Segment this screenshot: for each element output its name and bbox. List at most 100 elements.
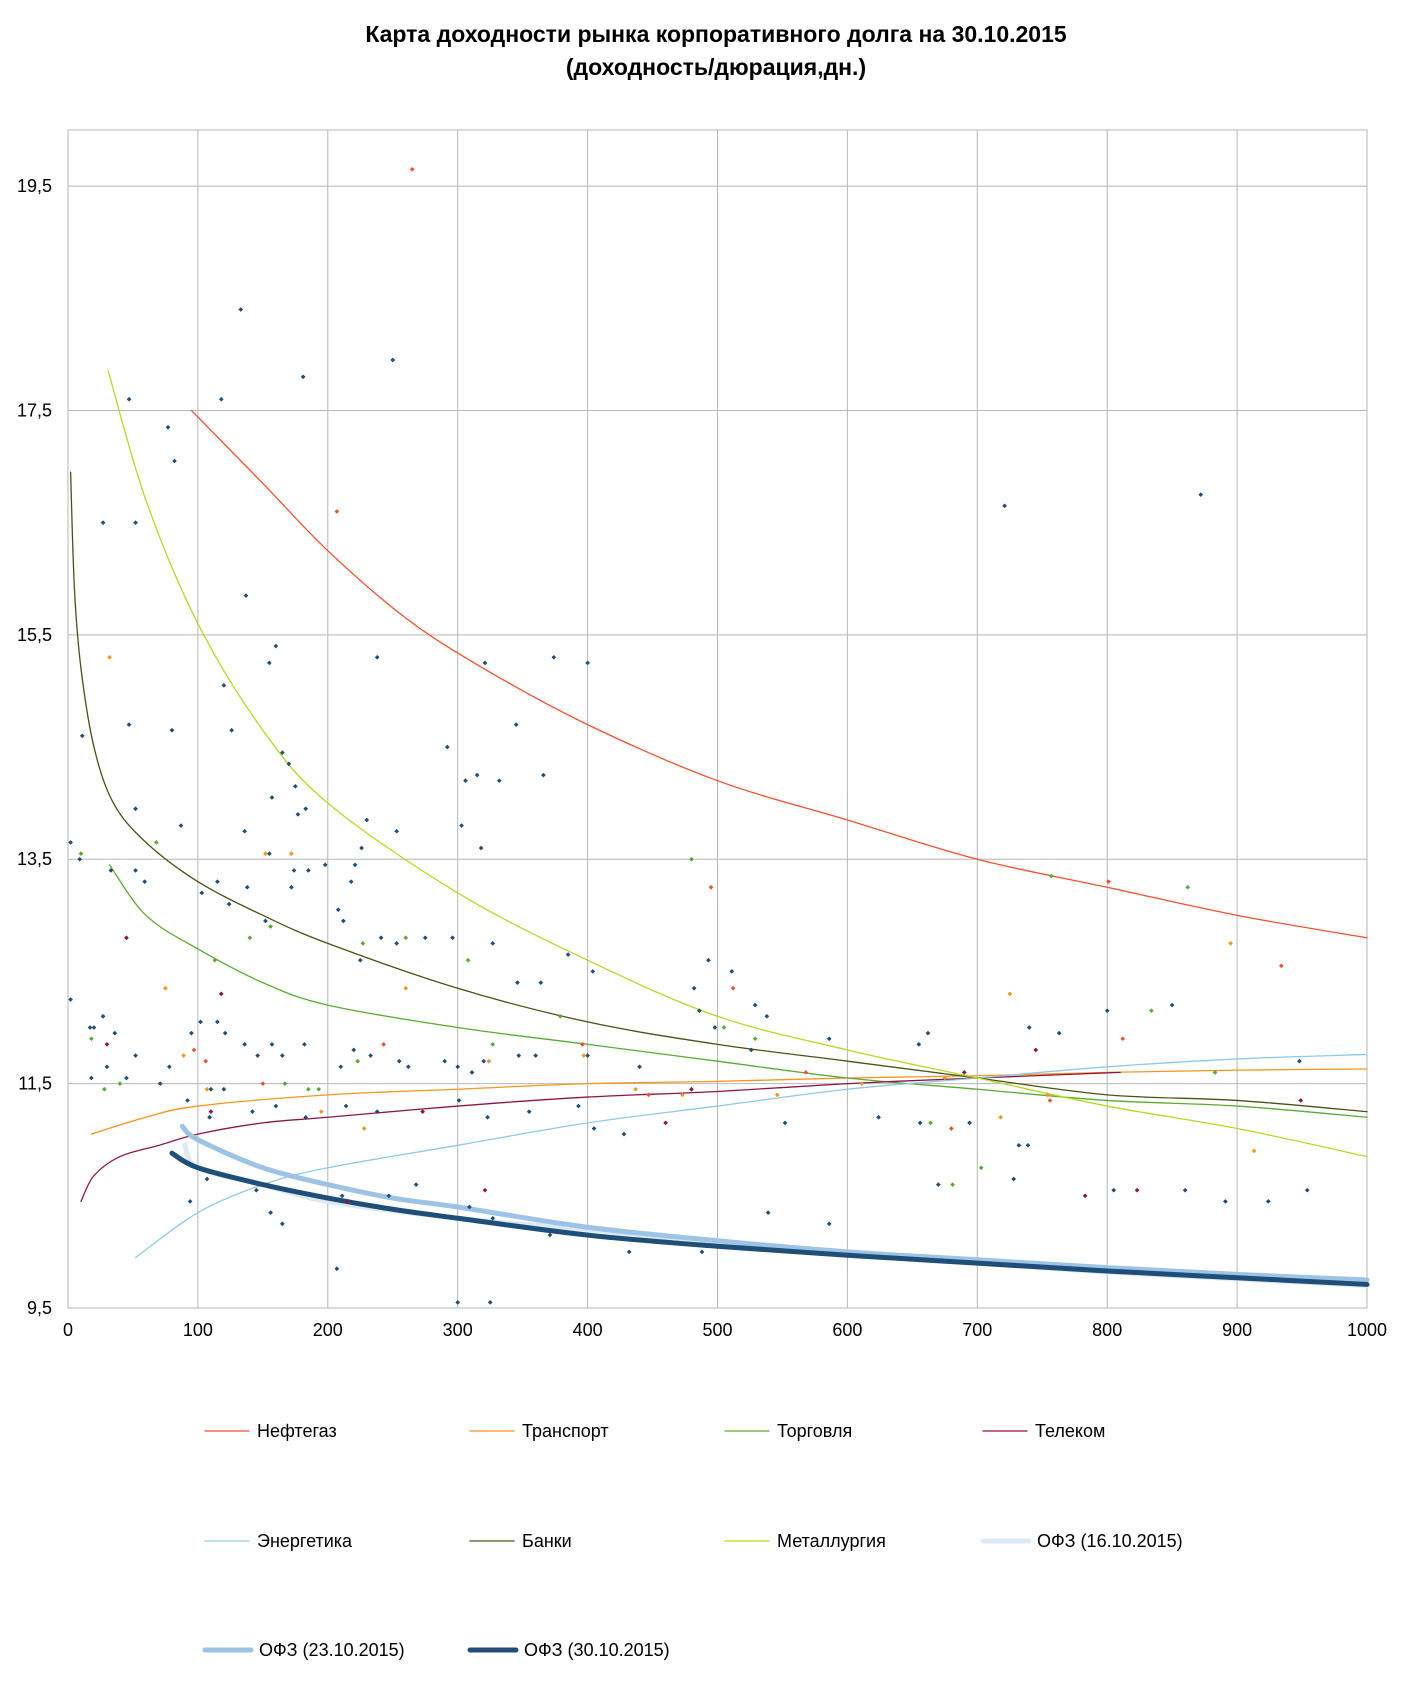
data-point-1-18 xyxy=(721,1025,727,1030)
data-point-1-20 xyxy=(928,1120,933,1126)
data-point-0-53 xyxy=(244,884,250,890)
data-point-2-16 xyxy=(998,1114,1004,1120)
data-point-0-30 xyxy=(352,862,358,868)
data-point-0-45 xyxy=(68,839,74,845)
data-point-0-166 xyxy=(1002,503,1008,509)
data-point-0-0 xyxy=(126,396,132,402)
data-point-1-2 xyxy=(101,1086,107,1092)
data-point-3-7 xyxy=(646,1092,652,1098)
data-point-2-2 xyxy=(181,1053,187,1059)
data-point-0-105 xyxy=(637,1064,643,1070)
data-point-1-6 xyxy=(247,935,253,941)
data-point-0-72 xyxy=(691,985,697,991)
data-point-0-26 xyxy=(266,851,272,857)
x-tick-label-900: 900 xyxy=(1222,1320,1252,1340)
data-point-0-147 xyxy=(413,1182,419,1188)
data-point-0-132 xyxy=(591,1126,597,1131)
data-point-0-54 xyxy=(262,918,268,924)
y-tick-label-11-5: 11,5 xyxy=(18,1074,52,1094)
data-point-0-122 xyxy=(221,1086,227,1092)
data-point-1-15 xyxy=(490,1041,496,1047)
data-point-0-127 xyxy=(374,1109,380,1115)
data-point-0-84 xyxy=(188,1030,194,1036)
data-point-3-10 xyxy=(803,1069,809,1075)
data-point-1-12 xyxy=(360,940,366,946)
data-point-3-13 xyxy=(1106,879,1111,885)
data-point-0-56 xyxy=(322,862,328,868)
data-point-0-156 xyxy=(935,1182,941,1188)
x-tick-label-300: 300 xyxy=(443,1320,473,1340)
data-point-3-4 xyxy=(260,1081,266,1087)
data-point-0-134 xyxy=(782,1120,788,1126)
data-point-0-79 xyxy=(100,1013,106,1019)
data-point-0-40 xyxy=(463,778,468,784)
data-point-0-149 xyxy=(490,1215,496,1221)
data-point-0-107 xyxy=(826,1036,832,1042)
data-point-0-103 xyxy=(533,1053,539,1059)
data-point-0-12 xyxy=(374,654,380,660)
data-point-0-76 xyxy=(764,1013,770,1019)
data-point-0-136 xyxy=(917,1120,923,1126)
x-tick-label-200: 200 xyxy=(313,1320,343,1340)
data-point-3-3 xyxy=(203,1058,209,1064)
data-point-0-8 xyxy=(133,520,139,526)
data-point-1-22 xyxy=(978,1165,984,1171)
data-point-2-15 xyxy=(942,1075,948,1081)
data-point-2-19 xyxy=(1228,940,1234,946)
data-point-2-5 xyxy=(288,851,294,857)
data-point-0-89 xyxy=(255,1053,261,1059)
data-point-0-111 xyxy=(1056,1030,1062,1036)
data-point-0-61 xyxy=(378,935,384,941)
data-point-0-126 xyxy=(343,1103,349,1109)
data-point-2-1 xyxy=(162,985,168,991)
data-point-0-21 xyxy=(79,733,85,739)
legend-label-банки: Банки xyxy=(522,1531,572,1551)
data-point-0-78 xyxy=(87,1025,93,1030)
data-point-0-94 xyxy=(351,1047,357,1053)
data-point-0-99 xyxy=(455,1064,461,1070)
data-point-3-12 xyxy=(1047,1097,1053,1103)
y-tick-label-13-5: 13,5 xyxy=(17,849,52,869)
data-point-0-11 xyxy=(266,660,272,666)
data-point-0-63 xyxy=(422,935,428,941)
data-point-0-98 xyxy=(442,1058,448,1064)
data-point-4-8 xyxy=(689,1086,694,1092)
data-point-0-6 xyxy=(390,357,396,363)
data-point-1-5 xyxy=(212,957,218,963)
data-point-1-24 xyxy=(1148,1008,1154,1014)
data-point-0-60 xyxy=(357,957,363,963)
axis-tick-labels: 0 100 200 300 400 500 600 700 800 900 1000 9,5 11,5 1… xyxy=(17,176,1387,1340)
series-line-телеком xyxy=(80,1071,1121,1203)
data-point-0-146 xyxy=(386,1193,392,1199)
data-point-0-18 xyxy=(269,795,275,800)
data-point-1-23 xyxy=(1048,873,1054,879)
data-point-0-37 xyxy=(513,722,519,728)
data-point-0-152 xyxy=(626,1249,632,1255)
data-point-3-6 xyxy=(579,1041,585,1047)
data-point-0-13 xyxy=(221,682,227,688)
series-line-металлургия xyxy=(107,370,1368,1158)
legend-label-офз-16-10-2015: ОФЗ (16.10.2015) xyxy=(1037,1531,1183,1551)
data-point-0-113 xyxy=(1169,1002,1175,1008)
data-point-0-2 xyxy=(172,458,177,464)
legend-label-транспорт: Транспорт xyxy=(522,1421,609,1441)
series-line-офз-30-10-2015 xyxy=(169,1150,1370,1287)
y-tick-label-15-5: 15,5 xyxy=(17,625,52,645)
data-point-3-5 xyxy=(381,1041,387,1047)
data-point-2-7 xyxy=(361,1126,367,1131)
data-point-0-104 xyxy=(585,1053,591,1059)
data-point-4-3 xyxy=(218,991,224,997)
data-point-0-118 xyxy=(157,1081,163,1087)
data-point-0-151 xyxy=(586,1232,592,1238)
x-tick-label-700: 700 xyxy=(962,1320,992,1340)
data-point-0-31 xyxy=(359,845,365,851)
data-point-0-67 xyxy=(538,980,544,986)
data-point-0-4 xyxy=(238,307,244,312)
data-point-0-35 xyxy=(459,823,465,829)
legend: Нефтегаз Транспорт Торговля Телеком Энергети… xyxy=(202,1421,1183,1660)
data-point-1-26 xyxy=(1212,1069,1218,1075)
data-point-0-5 xyxy=(300,374,306,380)
data-point-0-143 xyxy=(268,1210,274,1216)
data-point-3-8 xyxy=(708,884,714,890)
